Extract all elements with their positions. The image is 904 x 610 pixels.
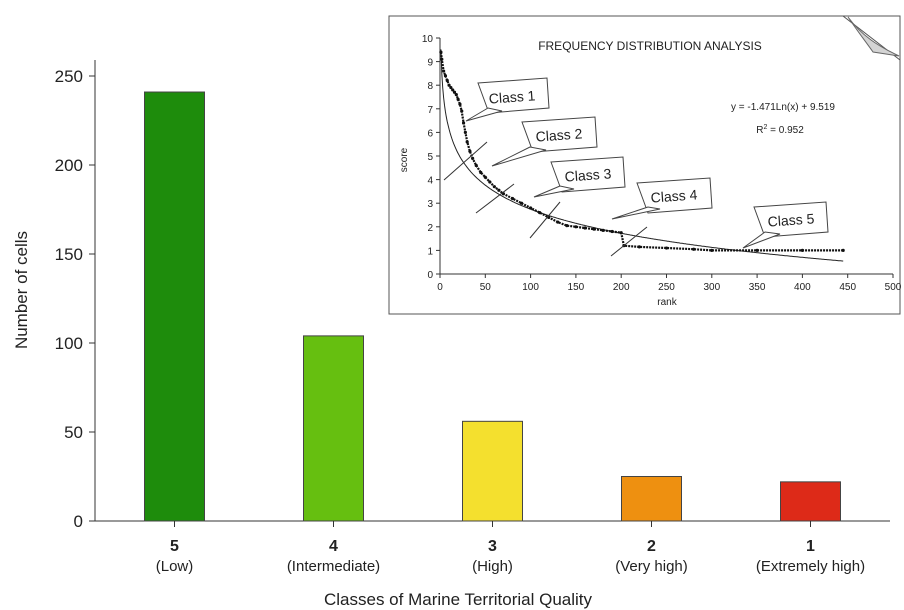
class-code-label-5: 5 [170, 538, 179, 555]
callout-class-2: Class 2 [491, 116, 598, 167]
inset-frame [388, 15, 901, 315]
class-name-label-5: (Low) [156, 558, 194, 575]
callout-class-4-label: Class 4 [650, 186, 698, 205]
inset-y-tick-label-5: 5 [427, 152, 433, 163]
inset-x-axis-title: rank [657, 297, 677, 308]
trend-equation: y = -1.471Ln(x) + 9.519 [731, 102, 835, 113]
main-y-tick-label-5: 250 [55, 67, 83, 86]
bar-class-5 [144, 91, 205, 522]
inset-x-tick-label-3: 150 [568, 282, 585, 293]
callout-class-4: Class 4 [611, 177, 713, 220]
callout-class-3: Class 3 [533, 156, 626, 198]
main-y-tick-label-3: 150 [55, 245, 83, 264]
bar-class-3 [462, 420, 523, 522]
inset-x-tick-label-2: 100 [522, 282, 539, 293]
bar-class-4 [303, 335, 364, 522]
r-squared-label: R2 = 0.952 [756, 124, 804, 136]
class-name-label-2: (Very high) [615, 558, 688, 575]
inset-x-tick-label-10: 500 [885, 282, 902, 293]
class-boundary-4-5 [610, 226, 648, 257]
callout-class-2-label: Class 2 [535, 125, 583, 144]
inset-y-tick-label-8: 8 [427, 81, 433, 92]
r-squared-exponent: 2 [763, 124, 767, 131]
main-y-tick-label-0: 0 [74, 512, 83, 531]
callout-class-1-label: Class 1 [488, 87, 536, 106]
class-boundaries [443, 141, 648, 257]
inset-x-tick-label-1: 50 [480, 282, 492, 293]
r-squared-value: = 0.952 [767, 125, 804, 136]
class-code-label-2: 2 [647, 538, 656, 555]
inset-y-tick-label-1: 1 [427, 246, 433, 257]
bar-class-2 [621, 476, 682, 522]
trendline [440, 49, 844, 262]
class-boundary-3-4 [529, 201, 561, 239]
inset-x-tick-label-9: 450 [839, 282, 856, 293]
class-boundary-1-2 [443, 141, 488, 181]
inset-y-tick-label-7: 7 [427, 105, 433, 116]
observed-series-line [439, 52, 844, 252]
main-y-tick-label-1: 50 [64, 423, 83, 442]
class-name-label-1: (Extremely high) [756, 558, 865, 575]
class-code-label-3: 3 [488, 538, 497, 555]
bar-class-1 [780, 481, 841, 522]
inset-y-tick-label-2: 2 [427, 223, 433, 234]
class-boundary-2-3 [475, 183, 515, 214]
class-code-label-1: 1 [806, 538, 815, 555]
main-x-axis-title: Classes of Marine Territorial Quality [324, 590, 592, 609]
inset-y-tick-label-9: 9 [427, 58, 433, 69]
r-squared-r: R [756, 125, 763, 136]
callout-class-5: Class 5 [742, 201, 829, 249]
inset-x-tick-label-4: 200 [613, 282, 630, 293]
inset-x-tick-label-7: 350 [749, 282, 766, 293]
class-name-label-3: (High) [472, 558, 513, 575]
inset-y-axis-title: score [399, 147, 410, 172]
main-y-tick-label-4: 200 [55, 156, 83, 175]
inset-x-tick-label-5: 250 [658, 282, 675, 293]
page-curl-fold [847, 16, 900, 57]
inset-y-tick-label-0: 0 [427, 270, 433, 281]
class-code-label-4: 4 [329, 538, 338, 555]
callout-class-3-label: Class 3 [564, 165, 612, 184]
main-y-tick-label-2: 100 [55, 334, 83, 353]
main-y-axis-title: Number of cells [12, 231, 31, 349]
inset-x-tick-label-0: 0 [437, 282, 443, 293]
inset-x-tick-label-6: 300 [703, 282, 720, 293]
inset-y-tick-label-6: 6 [427, 128, 433, 139]
inset-x-tick-label-8: 400 [794, 282, 811, 293]
inset-chart: FREQUENCY DISTRIBUTION ANALYSIS 0 1 2 3 4 5 6 7… [388, 15, 902, 315]
class-name-label-4: (Intermediate) [287, 558, 380, 575]
inset-y-tick-label-4: 4 [427, 176, 433, 187]
inset-y-tick-label-3: 3 [427, 199, 433, 210]
inset-title: FREQUENCY DISTRIBUTION ANALYSIS [538, 39, 762, 53]
inset-y-tick-label-10: 10 [422, 34, 434, 45]
callout-class-5-label: Class 5 [767, 210, 815, 229]
class-callouts: Class 1 Class 2 Class 3 Class 4 Class 5 [465, 77, 829, 249]
callout-class-1: Class 1 [465, 77, 550, 122]
